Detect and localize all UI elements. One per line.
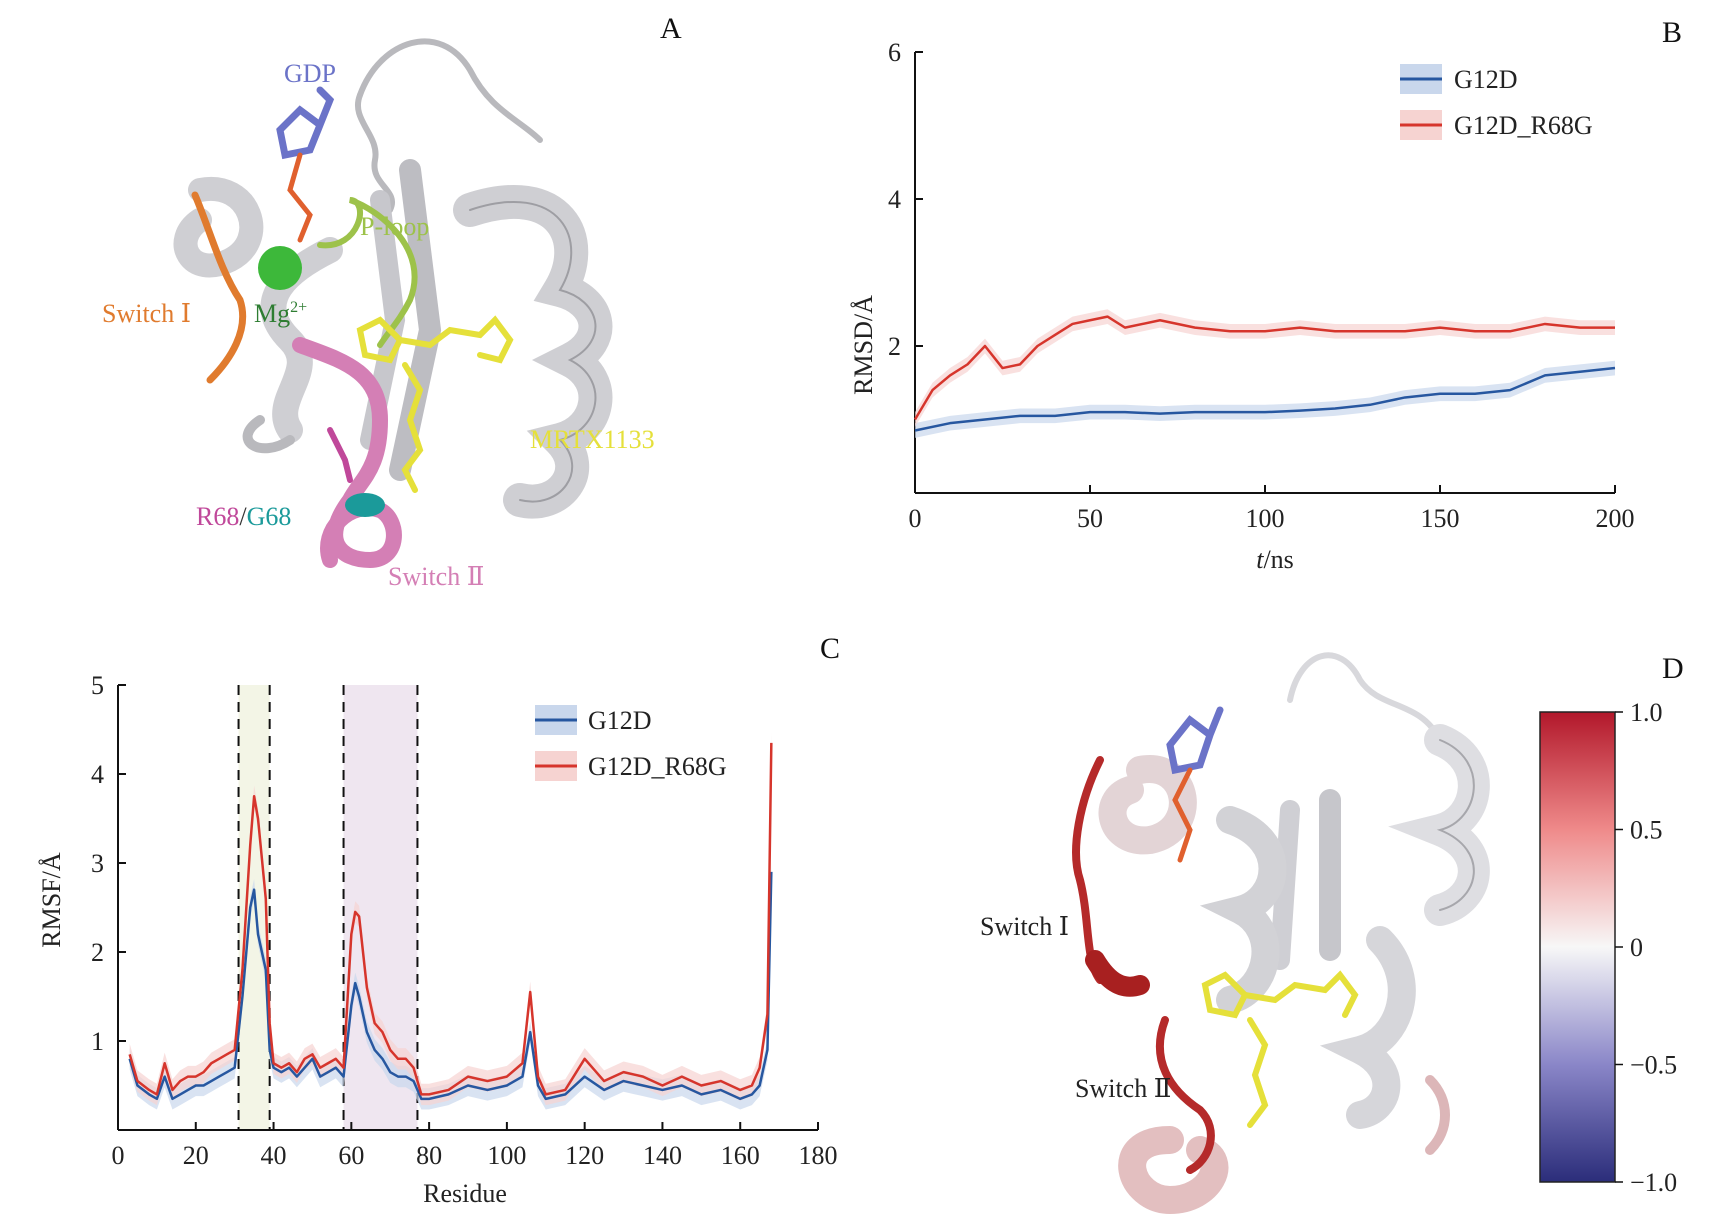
rmsd-y-label-unit: /Å <box>849 295 878 321</box>
panel-a-structure: A <box>102 12 682 591</box>
rmsf-x-tick-label: 160 <box>721 1141 760 1170</box>
legend-label-g12d-c: G12D <box>588 706 652 735</box>
protein-cartoon-d <box>1098 652 1490 1215</box>
rmsd-y-tick-label: 4 <box>888 185 901 214</box>
rmsf-x-tick-label: 0 <box>112 1141 125 1170</box>
ligand-d <box>1201 970 1359 1128</box>
r68-label: R68 <box>196 502 239 531</box>
gdp-label: GDP <box>284 59 336 88</box>
rmsd-x-tick-label: 100 <box>1246 504 1285 533</box>
panel-letter-d: D <box>1662 652 1684 685</box>
g68-label: G68 <box>247 502 292 531</box>
colorbar-tick-label: −0.5 <box>1630 1051 1677 1080</box>
slash-label: / <box>239 502 247 531</box>
rmsf-highlight-region <box>238 685 270 1130</box>
ploop-a <box>317 197 418 348</box>
rmsd-x-tick-label: 150 <box>1421 504 1460 533</box>
mg-label-main: Mg <box>254 299 290 328</box>
legend-label-r68g: G12D_R68G <box>1454 111 1593 140</box>
rmsf-series-band-1 <box>129 732 772 1106</box>
mg-label-sup: 2+ <box>290 299 307 316</box>
switch1-label: Switch Ⅰ <box>102 299 191 328</box>
rmsf-x-tick-label: 40 <box>261 1141 287 1170</box>
rmsf-series-line-0 <box>128 871 773 1101</box>
gdp-molecule-d <box>1166 706 1224 863</box>
switch1-label-d: Switch Ⅰ <box>980 912 1069 941</box>
colorbar-tick-label: −1.0 <box>1630 1168 1677 1197</box>
rmsf-legend: G12D G12D_R68G <box>535 705 727 781</box>
labels-a: GDP P-loop Switch Ⅰ Mg2+ MRTX1133 R68/G6… <box>102 59 655 591</box>
rmsd-y-label-main: RMSD <box>849 321 878 395</box>
colorbar-tick-label: 0.5 <box>1630 816 1663 845</box>
rmsd-x-tick-label: 50 <box>1077 504 1103 533</box>
ploop-label: P-loop <box>360 212 429 241</box>
mg-label: Mg2+ <box>254 299 307 328</box>
rmsf-y-tick-label: 4 <box>91 760 104 789</box>
r68-g68-sidechain-a <box>327 427 385 517</box>
switch2-loop-d <box>1156 1016 1215 1174</box>
rmsf-plot-area: 0 20 40 60 80 100 120 140 160 180 1 2 3 4 5 <box>91 671 838 1170</box>
gdp-molecule-a <box>276 86 335 243</box>
rmsf-y-tick-label: 5 <box>91 671 104 700</box>
colorbar: 1.0 0.5 0 −0.5 −1.0 <box>1539 698 1677 1197</box>
rmsd-series-band-1 <box>915 309 1615 427</box>
legend-label-r68g-c: G12D_R68G <box>588 752 727 781</box>
mrtx1133-label: MRTX1133 <box>530 425 655 454</box>
rmsf-x-tick-label: 120 <box>565 1141 604 1170</box>
rmsd-legend: G12D G12D_R68G <box>1400 64 1593 140</box>
rmsf-series-line-1 <box>128 742 773 1096</box>
rmsd-series-band-0 <box>915 360 1615 438</box>
panel-c-rmsf-chart: C 0 20 40 60 80 100 120 140 160 180 1 2 3 4 5 RMSF/Å R… <box>37 632 840 1208</box>
rmsd-series-line-1 <box>913 315 1615 421</box>
rmsf-x-tick-label: 100 <box>487 1141 526 1170</box>
switch2-label-d: Switch Ⅱ <box>1075 1074 1171 1103</box>
r68-g68-label: R68/G68 <box>196 502 291 531</box>
legend-label-g12d: G12D <box>1454 65 1518 94</box>
rmsd-x-tick-label: 0 <box>909 504 922 533</box>
rmsf-y-label-main: RMSF <box>37 878 66 947</box>
mg-ion-sphere <box>258 246 302 290</box>
rmsf-y-tick-label: 2 <box>91 938 104 967</box>
rmsd-x-label-var: t <box>1256 545 1264 574</box>
rmsd-x-tick-label: 200 <box>1596 504 1635 533</box>
rmsd-x-label-unit: /ns <box>1263 545 1293 574</box>
rmsd-x-axis-label: t/ns <box>1256 545 1294 574</box>
rmsd-y-tick-label: 2 <box>888 332 901 361</box>
colorbar-tick-label: 1.0 <box>1630 698 1663 727</box>
rmsd-y-axis-label: RMSD/Å <box>849 295 878 395</box>
panel-letter-b: B <box>1662 16 1682 49</box>
rmsf-x-axis-label: Residue <box>423 1179 507 1208</box>
panel-d-structure: D Switch Ⅰ Swi <box>980 652 1684 1215</box>
rmsd-series-line-0 <box>914 366 1616 432</box>
rmsf-y-tick-label: 1 <box>91 1027 104 1056</box>
rmsf-y-tick-label: 3 <box>91 849 104 878</box>
colorbar-tick-label: 0 <box>1630 933 1643 962</box>
rmsf-x-tick-label: 60 <box>338 1141 364 1170</box>
mrtx1133-ligand-a <box>356 315 514 493</box>
panel-letter-a: A <box>660 12 682 45</box>
rmsf-y-label-unit: /Å <box>37 852 66 878</box>
colorbar-gradient <box>1539 711 1616 1183</box>
panel-b-rmsd-chart: B 0 50 100 150 200 2 4 6 RMSD/Å t/ns G12D G12D_… <box>849 16 1682 574</box>
rmsd-plot-area: 0 50 100 150 200 2 4 6 <box>888 38 1635 533</box>
rmsf-y-axis-label: RMSF/Å <box>37 852 66 948</box>
rmsf-x-tick-label: 180 <box>799 1141 838 1170</box>
rmsf-x-tick-label: 20 <box>183 1141 209 1170</box>
panel-letter-c: C <box>820 632 840 665</box>
rmsd-y-tick-label: 6 <box>888 38 901 67</box>
switch1-loop-a <box>191 191 247 384</box>
rmsf-x-tick-label: 80 <box>416 1141 442 1170</box>
rmsf-x-tick-label: 140 <box>643 1141 682 1170</box>
switch1-loop-d <box>1072 756 1150 997</box>
switch2-label: Switch Ⅱ <box>388 562 484 591</box>
